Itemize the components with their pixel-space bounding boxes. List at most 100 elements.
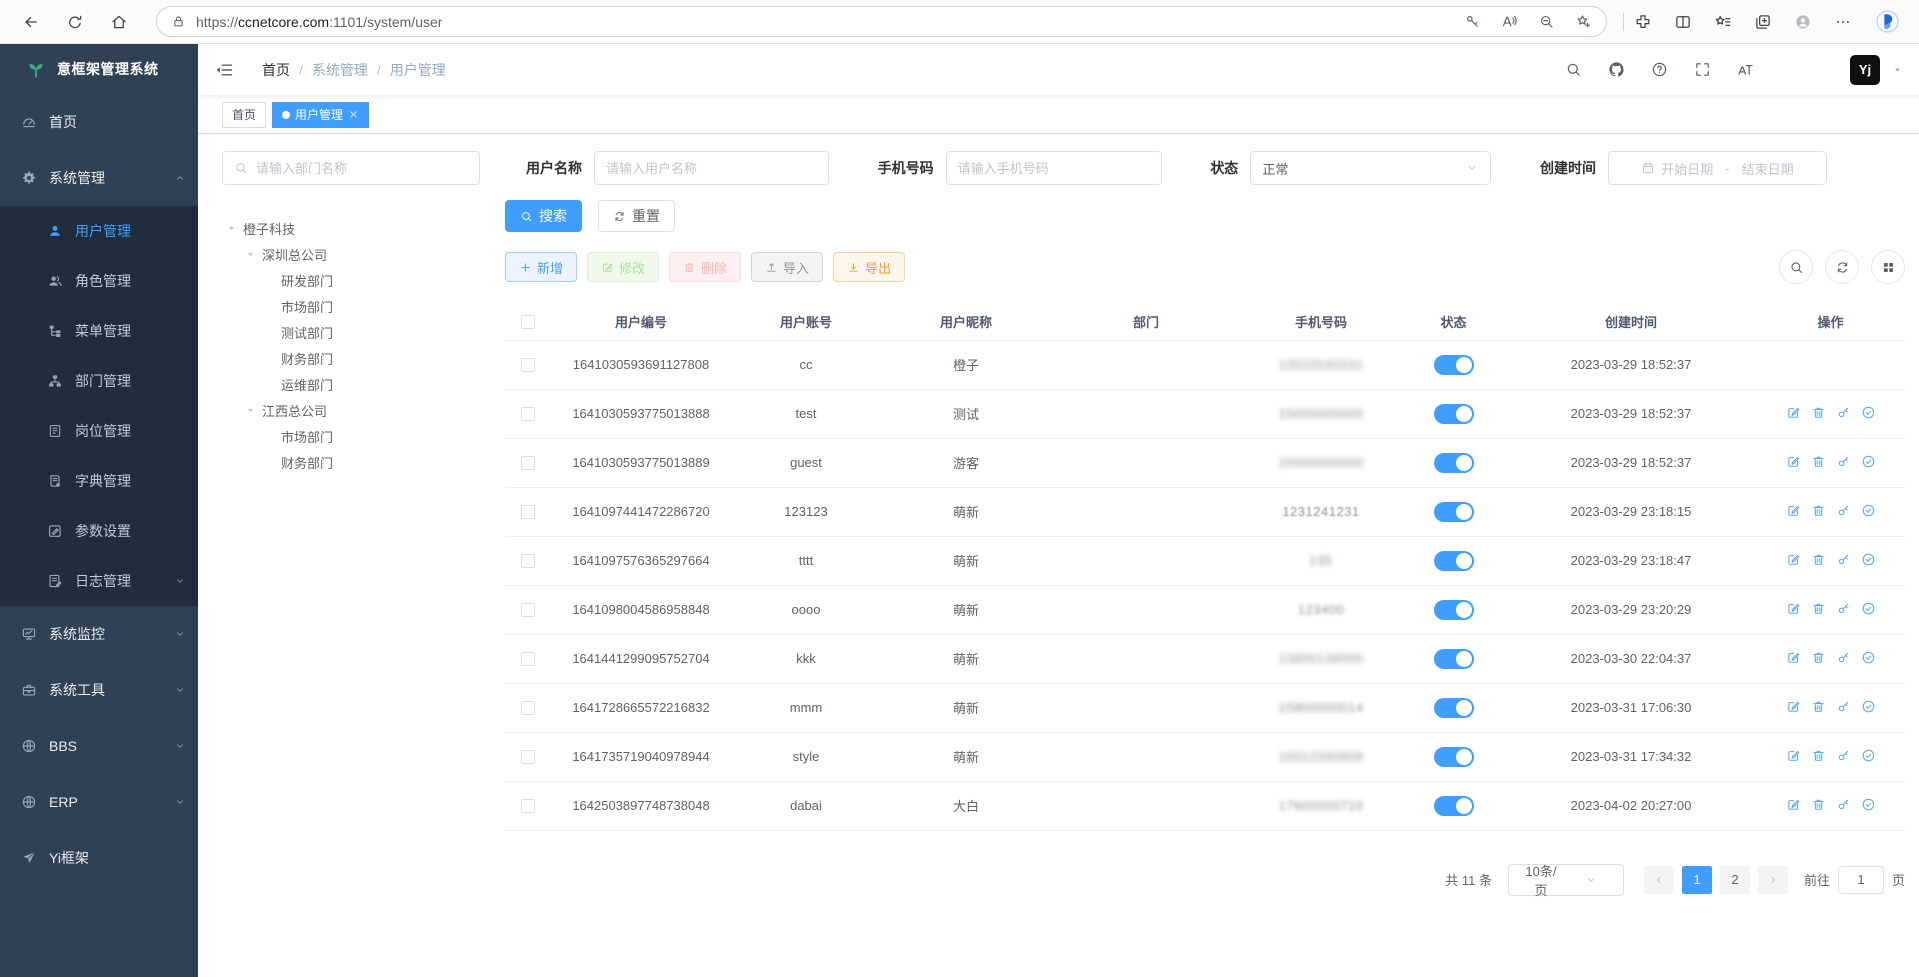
row-checkbox[interactable] bbox=[521, 652, 535, 667]
back-icon[interactable] bbox=[22, 13, 40, 31]
sidebar-item-system-monitor[interactable]: 系统监控 bbox=[0, 606, 198, 662]
delete-button[interactable]: 删除 bbox=[669, 252, 742, 282]
collapse-sidebar-icon[interactable] bbox=[214, 60, 234, 80]
prev-page-button[interactable] bbox=[1643, 865, 1674, 894]
status-toggle-on[interactable] bbox=[1433, 403, 1474, 424]
sidebar-item-menu-mgmt[interactable]: 菜单管理 bbox=[0, 306, 198, 356]
profile-icon[interactable] bbox=[1794, 13, 1812, 31]
department-search-field[interactable] bbox=[256, 160, 468, 176]
tree-node[interactable]: 研发部门 bbox=[222, 267, 480, 293]
refresh-table-button[interactable] bbox=[1825, 250, 1859, 284]
sidebar-item-log-mgmt[interactable]: 日志管理 bbox=[0, 556, 198, 606]
avatar-caret-icon[interactable] bbox=[1892, 64, 1903, 75]
row-delete-icon[interactable] bbox=[1811, 405, 1826, 420]
row-delete-icon[interactable] bbox=[1811, 699, 1826, 714]
row-assign-icon[interactable] bbox=[1861, 503, 1876, 518]
row-checkbox[interactable] bbox=[521, 358, 535, 373]
row-checkbox[interactable] bbox=[521, 603, 535, 618]
export-button[interactable]: 导出 bbox=[833, 252, 906, 282]
status-toggle-on[interactable] bbox=[1433, 452, 1474, 473]
tab-首页[interactable]: 首页 bbox=[222, 101, 267, 128]
status-toggle-on[interactable] bbox=[1433, 795, 1474, 816]
app-logo[interactable]: 意框架管理系统 bbox=[0, 44, 198, 94]
row-delete-icon[interactable] bbox=[1811, 748, 1826, 763]
more-icon[interactable] bbox=[1834, 13, 1852, 31]
sidebar-item-role-mgmt[interactable]: 角色管理 bbox=[0, 256, 198, 306]
username-field[interactable] bbox=[606, 160, 817, 176]
address-bar[interactable]: https://ccnetcore.com:1101/system/user bbox=[156, 6, 1607, 37]
row-delete-icon[interactable] bbox=[1811, 454, 1826, 469]
status-toggle-on[interactable] bbox=[1433, 746, 1474, 767]
page-size-select[interactable]: 10条/页 bbox=[1507, 863, 1624, 898]
phone-field[interactable] bbox=[957, 160, 1150, 176]
row-delete-icon[interactable] bbox=[1811, 797, 1826, 812]
row-edit-icon[interactable] bbox=[1786, 699, 1801, 714]
row-reset-password-icon[interactable] bbox=[1836, 601, 1851, 616]
row-checkbox[interactable] bbox=[521, 505, 535, 520]
row-assign-icon[interactable] bbox=[1861, 405, 1876, 420]
tree-node[interactable]: 深圳总公司 bbox=[222, 241, 480, 267]
tree-node[interactable]: 江西总公司 bbox=[222, 397, 480, 423]
collections-icon[interactable] bbox=[1754, 13, 1772, 31]
column-settings-button[interactable] bbox=[1871, 250, 1905, 284]
home-icon[interactable] bbox=[110, 13, 128, 31]
tab-用户管理[interactable]: 用户管理 bbox=[272, 101, 370, 128]
reset-button[interactable]: 重置 bbox=[598, 200, 675, 232]
tree-node[interactable]: 测试部门 bbox=[222, 319, 480, 345]
search-icon[interactable] bbox=[1565, 61, 1582, 78]
goto-page-input[interactable] bbox=[1837, 865, 1884, 894]
row-checkbox[interactable] bbox=[521, 554, 535, 569]
row-assign-icon[interactable] bbox=[1861, 454, 1876, 469]
row-reset-password-icon[interactable] bbox=[1836, 748, 1851, 763]
row-edit-icon[interactable] bbox=[1786, 748, 1801, 763]
close-icon[interactable] bbox=[348, 109, 359, 120]
status-toggle-on[interactable] bbox=[1433, 354, 1474, 375]
row-edit-icon[interactable] bbox=[1786, 650, 1801, 665]
phone-input[interactable] bbox=[945, 151, 1162, 185]
row-edit-icon[interactable] bbox=[1786, 797, 1801, 812]
row-edit-icon[interactable] bbox=[1786, 405, 1801, 420]
search-button[interactable]: 搜索 bbox=[505, 200, 582, 232]
row-assign-icon[interactable] bbox=[1861, 552, 1876, 567]
row-reset-password-icon[interactable] bbox=[1836, 405, 1851, 420]
help-icon[interactable] bbox=[1651, 61, 1668, 78]
status-select[interactable]: 正常 bbox=[1250, 151, 1492, 185]
row-checkbox[interactable] bbox=[521, 456, 535, 471]
fullscreen-icon[interactable] bbox=[1694, 61, 1711, 78]
edit-button[interactable]: 修改 bbox=[587, 252, 660, 282]
tree-node[interactable]: 橙子科技 bbox=[222, 215, 480, 241]
extensions-icon[interactable] bbox=[1634, 13, 1652, 31]
add-button[interactable]: 新增 bbox=[505, 252, 578, 282]
row-delete-icon[interactable] bbox=[1811, 503, 1826, 518]
sidebar-item-bbs[interactable]: BBS bbox=[0, 718, 198, 774]
copilot-icon[interactable] bbox=[1874, 8, 1901, 35]
sidebar-item-dept-mgmt[interactable]: 部门管理 bbox=[0, 356, 198, 406]
tree-node[interactable]: 市场部门 bbox=[222, 293, 480, 319]
row-reset-password-icon[interactable] bbox=[1836, 650, 1851, 665]
page-number-2[interactable]: 2 bbox=[1719, 865, 1750, 894]
row-delete-icon[interactable] bbox=[1811, 552, 1826, 567]
show-search-button[interactable] bbox=[1779, 250, 1813, 284]
tree-node[interactable]: 运维部门 bbox=[222, 371, 480, 397]
row-reset-password-icon[interactable] bbox=[1836, 797, 1851, 812]
favorites-bar-icon[interactable] bbox=[1714, 13, 1732, 31]
department-search-input[interactable] bbox=[222, 151, 480, 185]
tree-expand-caret-icon[interactable] bbox=[245, 249, 256, 260]
row-checkbox[interactable] bbox=[521, 701, 535, 716]
row-checkbox[interactable] bbox=[521, 750, 535, 765]
import-button[interactable]: 导入 bbox=[751, 252, 824, 282]
row-edit-icon[interactable] bbox=[1786, 503, 1801, 518]
row-assign-icon[interactable] bbox=[1861, 650, 1876, 665]
tree-expand-caret-icon[interactable] bbox=[245, 405, 256, 416]
row-checkbox[interactable] bbox=[521, 407, 535, 422]
breadcrumb-item[interactable]: 首页 bbox=[262, 61, 290, 78]
sidebar-item-param-settings[interactable]: 参数设置 bbox=[0, 506, 198, 556]
status-toggle-on[interactable] bbox=[1433, 501, 1474, 522]
status-toggle-on[interactable] bbox=[1433, 648, 1474, 669]
split-screen-icon[interactable] bbox=[1674, 13, 1692, 31]
row-edit-icon[interactable] bbox=[1786, 552, 1801, 567]
key-icon[interactable] bbox=[1464, 13, 1481, 30]
font-size-icon[interactable] bbox=[1737, 61, 1754, 78]
sidebar-item-post-mgmt[interactable]: 岗位管理 bbox=[0, 406, 198, 456]
sidebar-item-system-tools[interactable]: 系统工具 bbox=[0, 662, 198, 718]
